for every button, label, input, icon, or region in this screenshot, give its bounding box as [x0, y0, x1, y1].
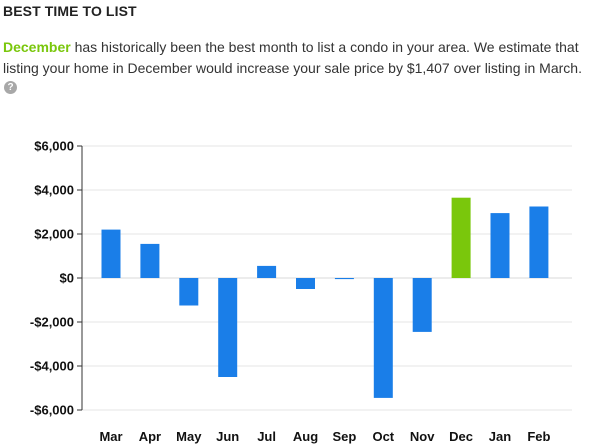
bar — [529, 206, 549, 278]
y-tick-label: $0 — [60, 271, 74, 286]
x-tick-label: Jan — [489, 429, 511, 444]
bar — [296, 278, 315, 289]
help-icon[interactable]: ? — [4, 81, 17, 94]
summary-text-part2: over listing in March. — [449, 60, 582, 76]
y-tick-label: -$4,000 — [30, 359, 74, 374]
summary-text: December has historically been the best … — [3, 37, 610, 79]
bar-best-month — [451, 197, 471, 278]
x-tick-label: Aug — [293, 429, 318, 444]
sale-price-gain: $1,407 — [406, 60, 450, 76]
x-tick-label: Dec — [449, 429, 473, 444]
bar — [490, 213, 510, 278]
x-tick-label: Apr — [139, 429, 161, 444]
x-tick-label: May — [176, 429, 202, 444]
y-tick-label: $2,000 — [34, 227, 74, 242]
x-tick-label: Mar — [99, 429, 122, 444]
x-tick-label: Nov — [410, 429, 435, 444]
bar — [101, 229, 121, 278]
bar — [179, 278, 199, 306]
summary-text-part1: has historically been the best month to … — [3, 39, 579, 76]
bar — [373, 278, 393, 398]
y-tick-label: -$6,000 — [30, 403, 74, 418]
bar — [257, 265, 277, 278]
x-tick-label: Sep — [332, 429, 356, 444]
best-time-chart: $6,000 $4,000 $2,000 $0 -$2,000 -$4,000 -$6,00… — [0, 120, 610, 447]
y-tick-label: $6,000 — [34, 139, 74, 154]
bar — [412, 278, 432, 332]
y-tick-label: -$2,000 — [30, 315, 74, 330]
bar-chart-svg: $6,000 $4,000 $2,000 $0 -$2,000 -$4,000 -$6,00… — [30, 139, 572, 444]
best-month-label: December — [3, 39, 71, 55]
section-heading: BEST TIME TO LIST — [3, 3, 137, 19]
bar — [334, 278, 354, 280]
x-tick-label: Jul — [257, 429, 276, 444]
x-tick-label: Oct — [372, 429, 394, 444]
bar — [140, 243, 160, 278]
x-tick-label: Jun — [216, 429, 239, 444]
y-tick-label: $4,000 — [34, 183, 74, 198]
bar — [218, 278, 238, 377]
x-tick-label: Feb — [527, 429, 550, 444]
